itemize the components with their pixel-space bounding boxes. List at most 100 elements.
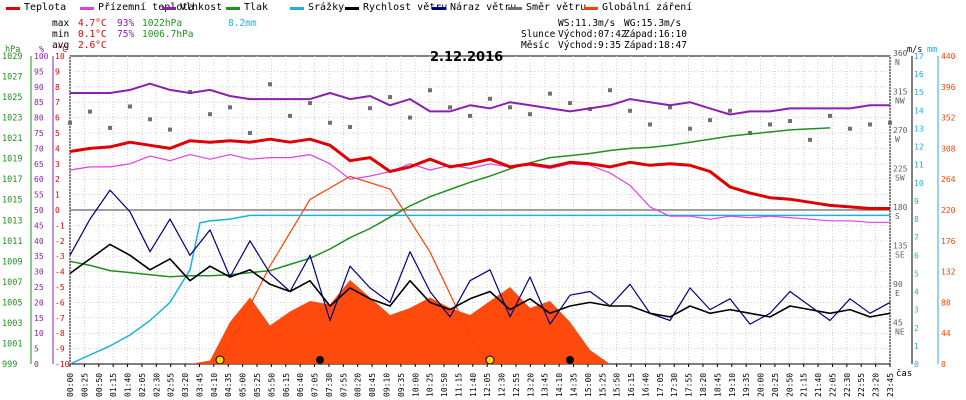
- xtick-label-23: 09:35: [397, 373, 406, 397]
- legend-swatch-1: [80, 7, 94, 10]
- xtick-label-40: 16:40: [641, 373, 650, 397]
- tick-hpa-8: 1015: [2, 196, 22, 206]
- xtick-label-15: 06:15: [282, 373, 291, 397]
- xtick-label-11: 04:35: [224, 373, 233, 397]
- xtick-label-52: 21:40: [814, 373, 823, 397]
- wind-dir-point-30: [668, 105, 672, 110]
- legend-label-0: Teplota: [24, 2, 67, 13]
- tick-pct-16: 80: [34, 114, 44, 123]
- xtick-label-21: 08:45: [368, 373, 377, 397]
- wind-dir-point-23: [528, 112, 532, 117]
- legend-label-4: Srážky: [308, 2, 345, 13]
- tick-pct-19: 95: [34, 67, 44, 76]
- stat-min-hum: 75%: [117, 29, 135, 40]
- wind-dir-point-33: [728, 108, 732, 113]
- xtick-label-3: 01:15: [109, 373, 118, 397]
- tick-pct-10: 50: [34, 206, 44, 215]
- tick-wm2-4: 176: [941, 237, 956, 246]
- tick-wm2-2: 88: [941, 298, 951, 307]
- wind-dir-point-25: [568, 101, 572, 106]
- xtick-label-50: 20:50: [785, 373, 794, 397]
- tick-hpa-11: 1021: [2, 134, 22, 144]
- tick-wm2-6: 264: [941, 175, 956, 184]
- legend-swatch-5: [345, 7, 359, 10]
- wind-dir-point-5: [168, 127, 172, 132]
- xtick-label-20: 08:20: [354, 373, 363, 397]
- wind-dir-point-38: [828, 113, 832, 118]
- wind-dir-point-17: [408, 115, 412, 120]
- tick-mm-13: 13: [914, 124, 924, 133]
- wind-dir-point-15: [368, 106, 372, 111]
- wind-dir-point-28: [628, 108, 632, 113]
- wind-dir-point-18: [428, 88, 432, 93]
- tick-pct-20: 100: [34, 52, 49, 61]
- sunset: Západ:16:10: [624, 29, 687, 40]
- series-Rychlost větru: [69, 243, 891, 318]
- tick-dir-5: 135: [893, 242, 908, 251]
- tick-mm-11: 11: [914, 161, 924, 170]
- series-Srážky: [69, 214, 890, 365]
- wind-dir-point-40: [868, 122, 872, 127]
- xtick-label-34: 14:10: [555, 373, 564, 397]
- tick-degc-4: -6: [55, 298, 65, 307]
- tick-pct-12: 60: [34, 175, 44, 184]
- tick-mm-15: 15: [914, 88, 924, 97]
- xtick-label-25: 10:25: [426, 373, 435, 397]
- tick-degc-14: 4: [55, 144, 60, 153]
- tick-pct-13: 65: [34, 160, 44, 169]
- wind-dir-point-0: [68, 120, 72, 125]
- tick-mm-8: 8: [914, 215, 919, 224]
- tick-dir-label-4: S: [895, 212, 900, 221]
- tick-degc-20: 10: [55, 52, 65, 61]
- sun-label: Slunce: [521, 29, 556, 40]
- xtick-label-39: 16:15: [627, 373, 636, 397]
- legend-swatch-8: [584, 7, 598, 10]
- stat-min-temp: 0.1°C: [78, 29, 107, 40]
- tick-pct-2: 10: [34, 329, 44, 338]
- wind-dir-point-24: [548, 91, 552, 96]
- tick-degc-7: -3: [55, 252, 65, 261]
- wind-dir-point-20: [468, 113, 472, 118]
- legend-label-6: Náraz větru: [450, 2, 517, 13]
- stat-max-temp: 4.7°C: [78, 18, 107, 29]
- tick-dir-6: 90: [893, 280, 903, 289]
- xtick-label-44: 18:20: [699, 373, 708, 397]
- xtick-label-19: 07:55: [339, 373, 348, 397]
- series-radiation-area: [70, 280, 890, 364]
- legend-label-3: Tlak: [244, 2, 269, 13]
- tick-degc-13: 3: [55, 160, 60, 169]
- tick-wm2-5: 220: [941, 206, 956, 215]
- tick-pct-1: 5: [34, 345, 39, 354]
- wind-dir-point-11: [288, 113, 292, 118]
- wind-gust-max: WG:15.3m/s: [624, 18, 682, 29]
- axis-label-ms: m/s: [907, 45, 922, 55]
- tick-hpa-2: 1003: [2, 319, 22, 329]
- legend-swatch-2: [162, 7, 176, 10]
- tick-pct-8: 40: [34, 237, 44, 246]
- tick-degc-11: 1: [55, 191, 60, 200]
- wind-dir-point-34: [748, 131, 752, 135]
- tick-hpa-14: 1027: [2, 73, 22, 83]
- wind-dir-point-35: [768, 122, 772, 127]
- tick-mm-14: 14: [914, 106, 924, 115]
- tick-hpa-12: 1023: [2, 114, 22, 124]
- tick-degc-12: 2: [55, 175, 60, 184]
- tick-degc-1: -9: [55, 345, 65, 354]
- wind-dir-point-10: [268, 82, 272, 87]
- tick-mm-2: 2: [914, 324, 919, 333]
- tick-hpa-0: 999: [2, 360, 17, 370]
- wind-dir-point-14: [348, 125, 352, 130]
- tick-pct-15: 75: [34, 129, 44, 138]
- tick-hpa-3: 1005: [2, 298, 22, 308]
- sun-marker-1: [485, 355, 495, 365]
- tick-mm-17: 17: [914, 52, 924, 61]
- wind-dir-point-4: [148, 117, 152, 122]
- xtick-label-45: 18:45: [713, 373, 722, 397]
- tick-degc-17: 7: [55, 98, 60, 107]
- wind-dir-point-19: [448, 105, 452, 110]
- tick-pct-18: 90: [34, 83, 44, 92]
- tick-pct-17: 85: [34, 98, 44, 107]
- xtick-label-33: 13:45: [541, 373, 550, 397]
